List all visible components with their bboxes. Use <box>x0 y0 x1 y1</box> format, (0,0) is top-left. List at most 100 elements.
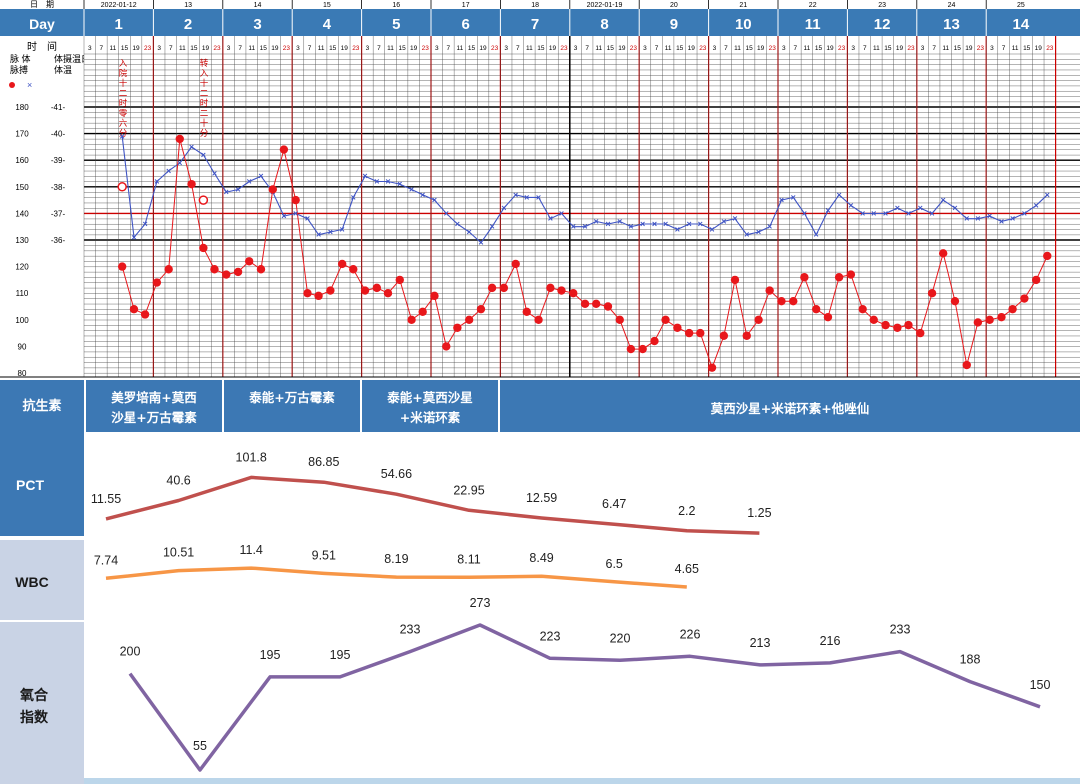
ox-value: 150 <box>1030 678 1051 692</box>
ox-value: 200 <box>120 645 141 659</box>
hour-text: 19 <box>618 45 626 52</box>
day-number: 13 <box>943 16 960 33</box>
date-text: 24 <box>948 2 956 9</box>
pulse-point <box>719 331 729 340</box>
day-number: 12 <box>874 16 891 33</box>
day-number: 1 <box>115 16 123 33</box>
vertical-note-char: 零 <box>119 108 128 118</box>
hour-text: 15 <box>329 45 337 52</box>
temperature-point: × <box>420 190 425 200</box>
temperature-point: × <box>328 227 333 237</box>
hour-text: 3 <box>990 45 994 52</box>
temperature-point: × <box>142 219 147 229</box>
hour-text: 11 <box>734 45 741 52</box>
pct-value: 11.55 <box>91 492 121 506</box>
hour-text: 19 <box>132 45 140 52</box>
pulse-point <box>707 363 717 372</box>
date-text: 14 <box>254 2 262 9</box>
date-text: 18 <box>531 2 539 9</box>
temperature-point: × <box>432 195 437 205</box>
hour-text: 3 <box>851 45 855 52</box>
pulse-point <box>997 312 1006 322</box>
temperature-point: × <box>177 158 182 168</box>
vertical-note-char: 分 <box>119 128 128 138</box>
hour-text: 11 <box>179 45 186 52</box>
ox-line <box>128 623 1041 772</box>
hour-text: 3 <box>435 45 439 52</box>
vertical-note-char: 六 <box>119 118 128 128</box>
hour-text: 11 <box>1012 45 1019 52</box>
ox-value: 223 <box>540 629 561 643</box>
vertical-note-char: 入 <box>200 68 209 78</box>
hour-text: 11 <box>110 45 117 52</box>
temperature-point: × <box>120 131 125 141</box>
date-text: 15 <box>323 2 331 9</box>
temperature-point: × <box>489 222 494 232</box>
temperature-point: × <box>455 219 460 229</box>
pct-label: PCT <box>16 477 44 493</box>
wbc-value: 4.65 <box>675 562 699 576</box>
vitals-grid <box>0 36 1080 378</box>
pulse-label: 脉搏 <box>10 64 28 75</box>
day-number: 7 <box>531 16 539 33</box>
hour-text: 3 <box>713 45 717 52</box>
hour-label: 时 间 <box>27 40 57 53</box>
hour-text: 19 <box>341 45 349 52</box>
bottom-band <box>84 778 1080 784</box>
pulse-tick: 160 <box>15 156 29 165</box>
hour-text: 7 <box>169 45 173 52</box>
temperature-point: × <box>166 166 171 176</box>
day-number: 5 <box>392 16 400 33</box>
date-text: 2022-01-12 <box>101 2 137 9</box>
day-number: 9 <box>670 16 678 33</box>
day-number: 8 <box>600 16 608 33</box>
temperature-point: × <box>340 224 345 234</box>
pulse-point <box>199 243 208 253</box>
pulse-point <box>893 323 902 332</box>
date-text: 25 <box>1017 2 1025 9</box>
temperature-point: × <box>779 195 784 205</box>
day-label: Day <box>29 16 55 32</box>
pulse-point <box>152 278 162 287</box>
pulse-point <box>904 320 913 330</box>
hour-text: 11 <box>804 45 811 52</box>
pulse-point <box>916 328 925 338</box>
hour-text: 7 <box>377 45 381 52</box>
date-text: 17 <box>462 2 470 9</box>
temperature-point: × <box>871 208 876 218</box>
temperature-point: × <box>582 222 587 232</box>
pulse-point <box>1031 275 1041 285</box>
date-text: 20 <box>670 2 678 9</box>
wbc-value: 8.49 <box>529 551 553 565</box>
hour-text: 7 <box>794 45 798 52</box>
temperature-point: × <box>201 150 206 160</box>
pulse-point <box>187 179 196 189</box>
pulse-point <box>244 257 254 266</box>
date-text: 2022-01-19 <box>587 2 623 9</box>
hour-text: 7 <box>447 45 451 52</box>
pulse-point <box>765 286 774 295</box>
hour-text: 23 <box>422 45 430 52</box>
temperature-point: × <box>756 227 761 237</box>
pulse-point <box>546 283 555 293</box>
hour-text: 3 <box>782 45 786 52</box>
pct-value: 22.95 <box>453 483 484 497</box>
hour-text: 19 <box>410 45 418 52</box>
pulse-tick: 130 <box>15 236 29 245</box>
ox-value: 273 <box>470 596 491 610</box>
abx-regimen-cell <box>224 380 360 432</box>
pulse-point <box>303 289 312 298</box>
pulse-point <box>615 315 624 324</box>
pulse-point <box>673 323 682 332</box>
temperature-point: × <box>1010 214 1015 224</box>
hour-text: 3 <box>157 45 161 52</box>
date-text: 22 <box>809 2 817 9</box>
pulse-point <box>696 328 705 338</box>
abx-regimen-line2: +米诺环素 <box>400 410 461 425</box>
temperature-point: × <box>247 176 252 186</box>
hour-text: 19 <box>826 45 834 52</box>
hour-text: 15 <box>398 45 406 52</box>
pulse-point <box>661 315 670 324</box>
wbc-label-cell <box>0 540 84 620</box>
pulse-point <box>754 315 763 324</box>
